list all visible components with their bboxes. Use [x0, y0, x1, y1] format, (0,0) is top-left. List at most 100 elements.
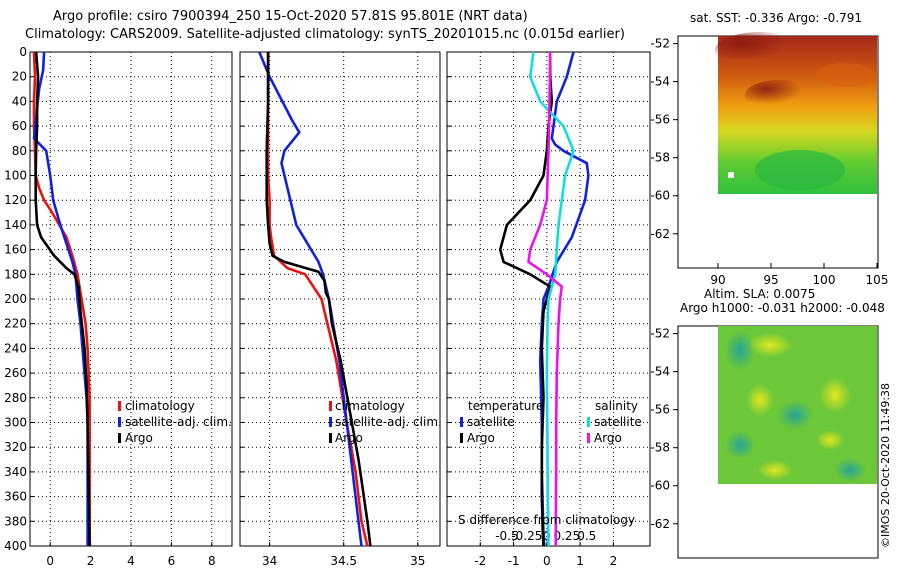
y-tick-label: 360: [4, 490, 27, 504]
salinity-panel: 34 34.5 35: [239, 51, 441, 568]
legend-label-argo: Argo: [125, 431, 153, 445]
legend-label-s-argo: Argo: [594, 431, 622, 445]
y-tick-label: 80: [12, 144, 27, 158]
x-tick-label: 0: [46, 554, 54, 568]
y-tick-label: 0: [19, 45, 27, 59]
y-tick-label: 220: [4, 317, 27, 331]
legend-swatch-climatology: [329, 401, 332, 411]
map-y-tick-label: -60: [650, 189, 670, 203]
series-line-salinity-satellite: [528, 51, 575, 547]
title-line-1: Argo profile: csiro 7900394_250 15-Oct-2…: [53, 9, 528, 24]
salinity-diff-tick-label: 0.25: [553, 529, 580, 543]
sla-high-patch: [748, 333, 792, 357]
legend-swatch-t-argo: [460, 433, 463, 443]
sla-high-patch: [816, 430, 844, 450]
legend-swatch-t-satellite: [460, 417, 463, 427]
salinity-diff-tick-label: 0.5: [577, 529, 596, 543]
sla-high-patch: [746, 384, 774, 416]
legend-label-satellite: satellite-adj. clim.: [335, 415, 442, 429]
sla-high-patch: [819, 377, 851, 413]
legend-swatch-climatology: [118, 401, 121, 411]
x-tick-label: 0: [543, 554, 551, 568]
legend-swatch-argo: [329, 433, 332, 443]
legend-swatch-s-argo: [587, 433, 590, 443]
x-tick-label: 4: [127, 554, 135, 568]
sst-y-axis: -52 -54 -56 -58 -60 -62: [650, 37, 678, 241]
legend-temperature-header: temperature: [468, 399, 543, 413]
y-tick-label: 20: [12, 70, 27, 84]
map-y-tick-label: -62: [650, 227, 670, 241]
map-x-tick-label: 100: [813, 273, 836, 287]
y-tick-label: 400: [4, 539, 27, 553]
series-line-argo: [34, 51, 91, 547]
series-line-climatology: [266, 52, 369, 547]
map-x-tick-label: 105: [866, 273, 889, 287]
legend-label-argo: Argo: [335, 431, 363, 445]
map-y-tick-label: -60: [650, 479, 670, 493]
sst-missing-pixel: [728, 172, 734, 178]
x-tick-label: 35: [410, 554, 425, 568]
temperature-legend: climatology satellite-adj. clim. Argo: [118, 399, 232, 445]
salinity-diff-tick-label: -0.5: [495, 529, 518, 543]
x-tick-label: -2: [474, 554, 486, 568]
salinity-legend: climatology satellite-adj. clim. Argo: [329, 399, 442, 445]
x-tick-label: 2: [610, 554, 618, 568]
sla-low-patch: [725, 330, 755, 370]
imos-watermark: ©IMOS 20-Oct-2020 11:49:38: [879, 383, 892, 548]
y-tick-label: 100: [4, 169, 27, 183]
map-x-tick-label: 90: [710, 273, 725, 287]
y-tick-label: 60: [12, 119, 27, 133]
y-tick-label: 380: [4, 514, 27, 528]
y-tick-label: 340: [4, 465, 27, 479]
map-y-tick-label: -52: [650, 37, 670, 51]
y-tick-label: 140: [4, 218, 27, 232]
y-tick-label: 200: [4, 292, 27, 306]
legend-label-t-argo: Argo: [467, 431, 495, 445]
y-tick-label: 160: [4, 243, 27, 257]
legend-label-climatology: climatology: [125, 399, 195, 413]
sla-map-title-1: Altim. SLA: 0.0075: [704, 287, 815, 301]
sst-x-axis: 90 95 100 105: [710, 263, 888, 287]
sla-low-patch: [834, 458, 866, 482]
series-line-argo: [265, 52, 372, 547]
x-tick-label: 34: [262, 554, 277, 568]
legend-label-climatology: climatology: [335, 399, 405, 413]
x-tick-label: 6: [168, 554, 176, 568]
y-tick-label: 180: [4, 267, 27, 281]
y-tick-label: 40: [12, 94, 27, 108]
map-y-tick-label: -58: [650, 151, 670, 165]
difference-panel: -2 -1 0 1 2 -0.5-0.25 0 0.250.5: [446, 51, 651, 568]
sst-map: -52 -54 -56 -58 -60 -62 90 95 100 105: [650, 32, 888, 287]
x-tick-label: 1: [576, 554, 584, 568]
y-tick-label: 320: [4, 440, 27, 454]
x-tick-label: -1: [508, 554, 520, 568]
map-x-tick-label: 95: [763, 273, 778, 287]
map-y-tick-label: -52: [650, 327, 670, 341]
map-y-tick-label: -54: [650, 365, 670, 379]
map-y-tick-label: -54: [650, 75, 670, 89]
sla-y-axis: -52 -54 -56 -58 -60 -62: [650, 327, 678, 531]
sst-warm-patch: [815, 63, 875, 87]
temperature-panel: 0204060801001201401601802002202402602803…: [4, 45, 233, 568]
sla-high-patch: [757, 460, 793, 480]
sst-map-title: sat. SST: -0.336 Argo: -0.791: [690, 11, 862, 25]
legend-label-t-satellite: satellite: [467, 415, 515, 429]
map-y-tick-label: -56: [650, 403, 670, 417]
sst-warm-patch: [745, 80, 815, 110]
legend-swatch-satellite: [118, 417, 121, 427]
series-line-salinity-argo: [527, 51, 564, 546]
map-y-tick-label: -56: [650, 113, 670, 127]
sst-cold-patch: [755, 150, 845, 190]
salinity-diff-tick-label: -0.25: [511, 529, 542, 543]
legend-label-satellite: satellite-adj. clim.: [125, 415, 232, 429]
legend-swatch-argo: [118, 433, 121, 443]
sla-low-patch: [777, 400, 813, 430]
sla-map: -52 -54 -56 -58 -60 -62: [650, 325, 879, 559]
difference-legend: temperature salinity satellite Argo sate…: [458, 399, 642, 527]
difference-caption: S difference from climatology: [458, 513, 635, 527]
x-tick-label: 34.5: [330, 554, 357, 568]
y-tick-label: 240: [4, 341, 27, 355]
y-tick-label: 120: [4, 193, 27, 207]
map-y-tick-label: -62: [650, 517, 670, 531]
